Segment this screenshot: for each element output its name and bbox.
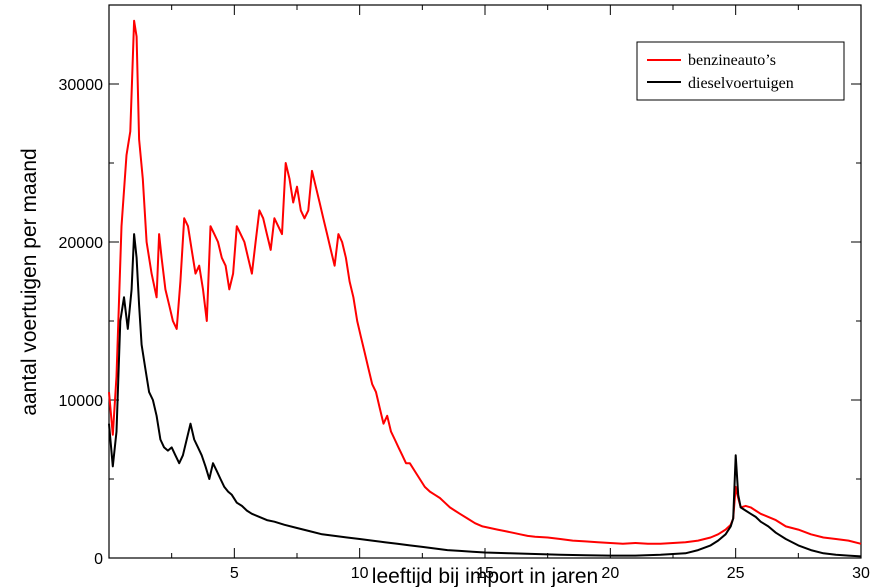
x-tick-label: 5: [230, 565, 239, 582]
legend-box: [636, 41, 845, 101]
legend-label-benzine: benzineauto’s: [688, 52, 776, 69]
legend-label-diesel: dieselvoertuigen: [688, 75, 794, 92]
x-tick-label: 25: [727, 565, 745, 582]
y-axis-label: aantal voertuigen per maand: [18, 148, 41, 415]
x-tick-label: 20: [601, 565, 619, 582]
series-lines: [108, 19, 862, 558]
y-tick-label: 30000: [59, 77, 104, 94]
series-line-diesel: [108, 233, 862, 558]
axis-ticks: [109, 4, 862, 559]
series-line-benzine: [108, 19, 862, 545]
y-tick-label: 0: [94, 551, 103, 568]
axis-tick-labels: 5 10 15 20 25 30 0 10000 20000 30000: [59, 77, 871, 582]
y-tick-label: 10000: [59, 393, 104, 410]
x-tick-label: 30: [852, 565, 870, 582]
x-axis-label: leeftijd bij import in jaren: [372, 565, 598, 587]
x-tick-label: 15: [476, 565, 494, 582]
x-tick-label: 10: [351, 565, 369, 582]
legend: benzineauto’s dieselvoertuigen: [636, 41, 845, 101]
y-tick-label: 20000: [59, 235, 104, 252]
